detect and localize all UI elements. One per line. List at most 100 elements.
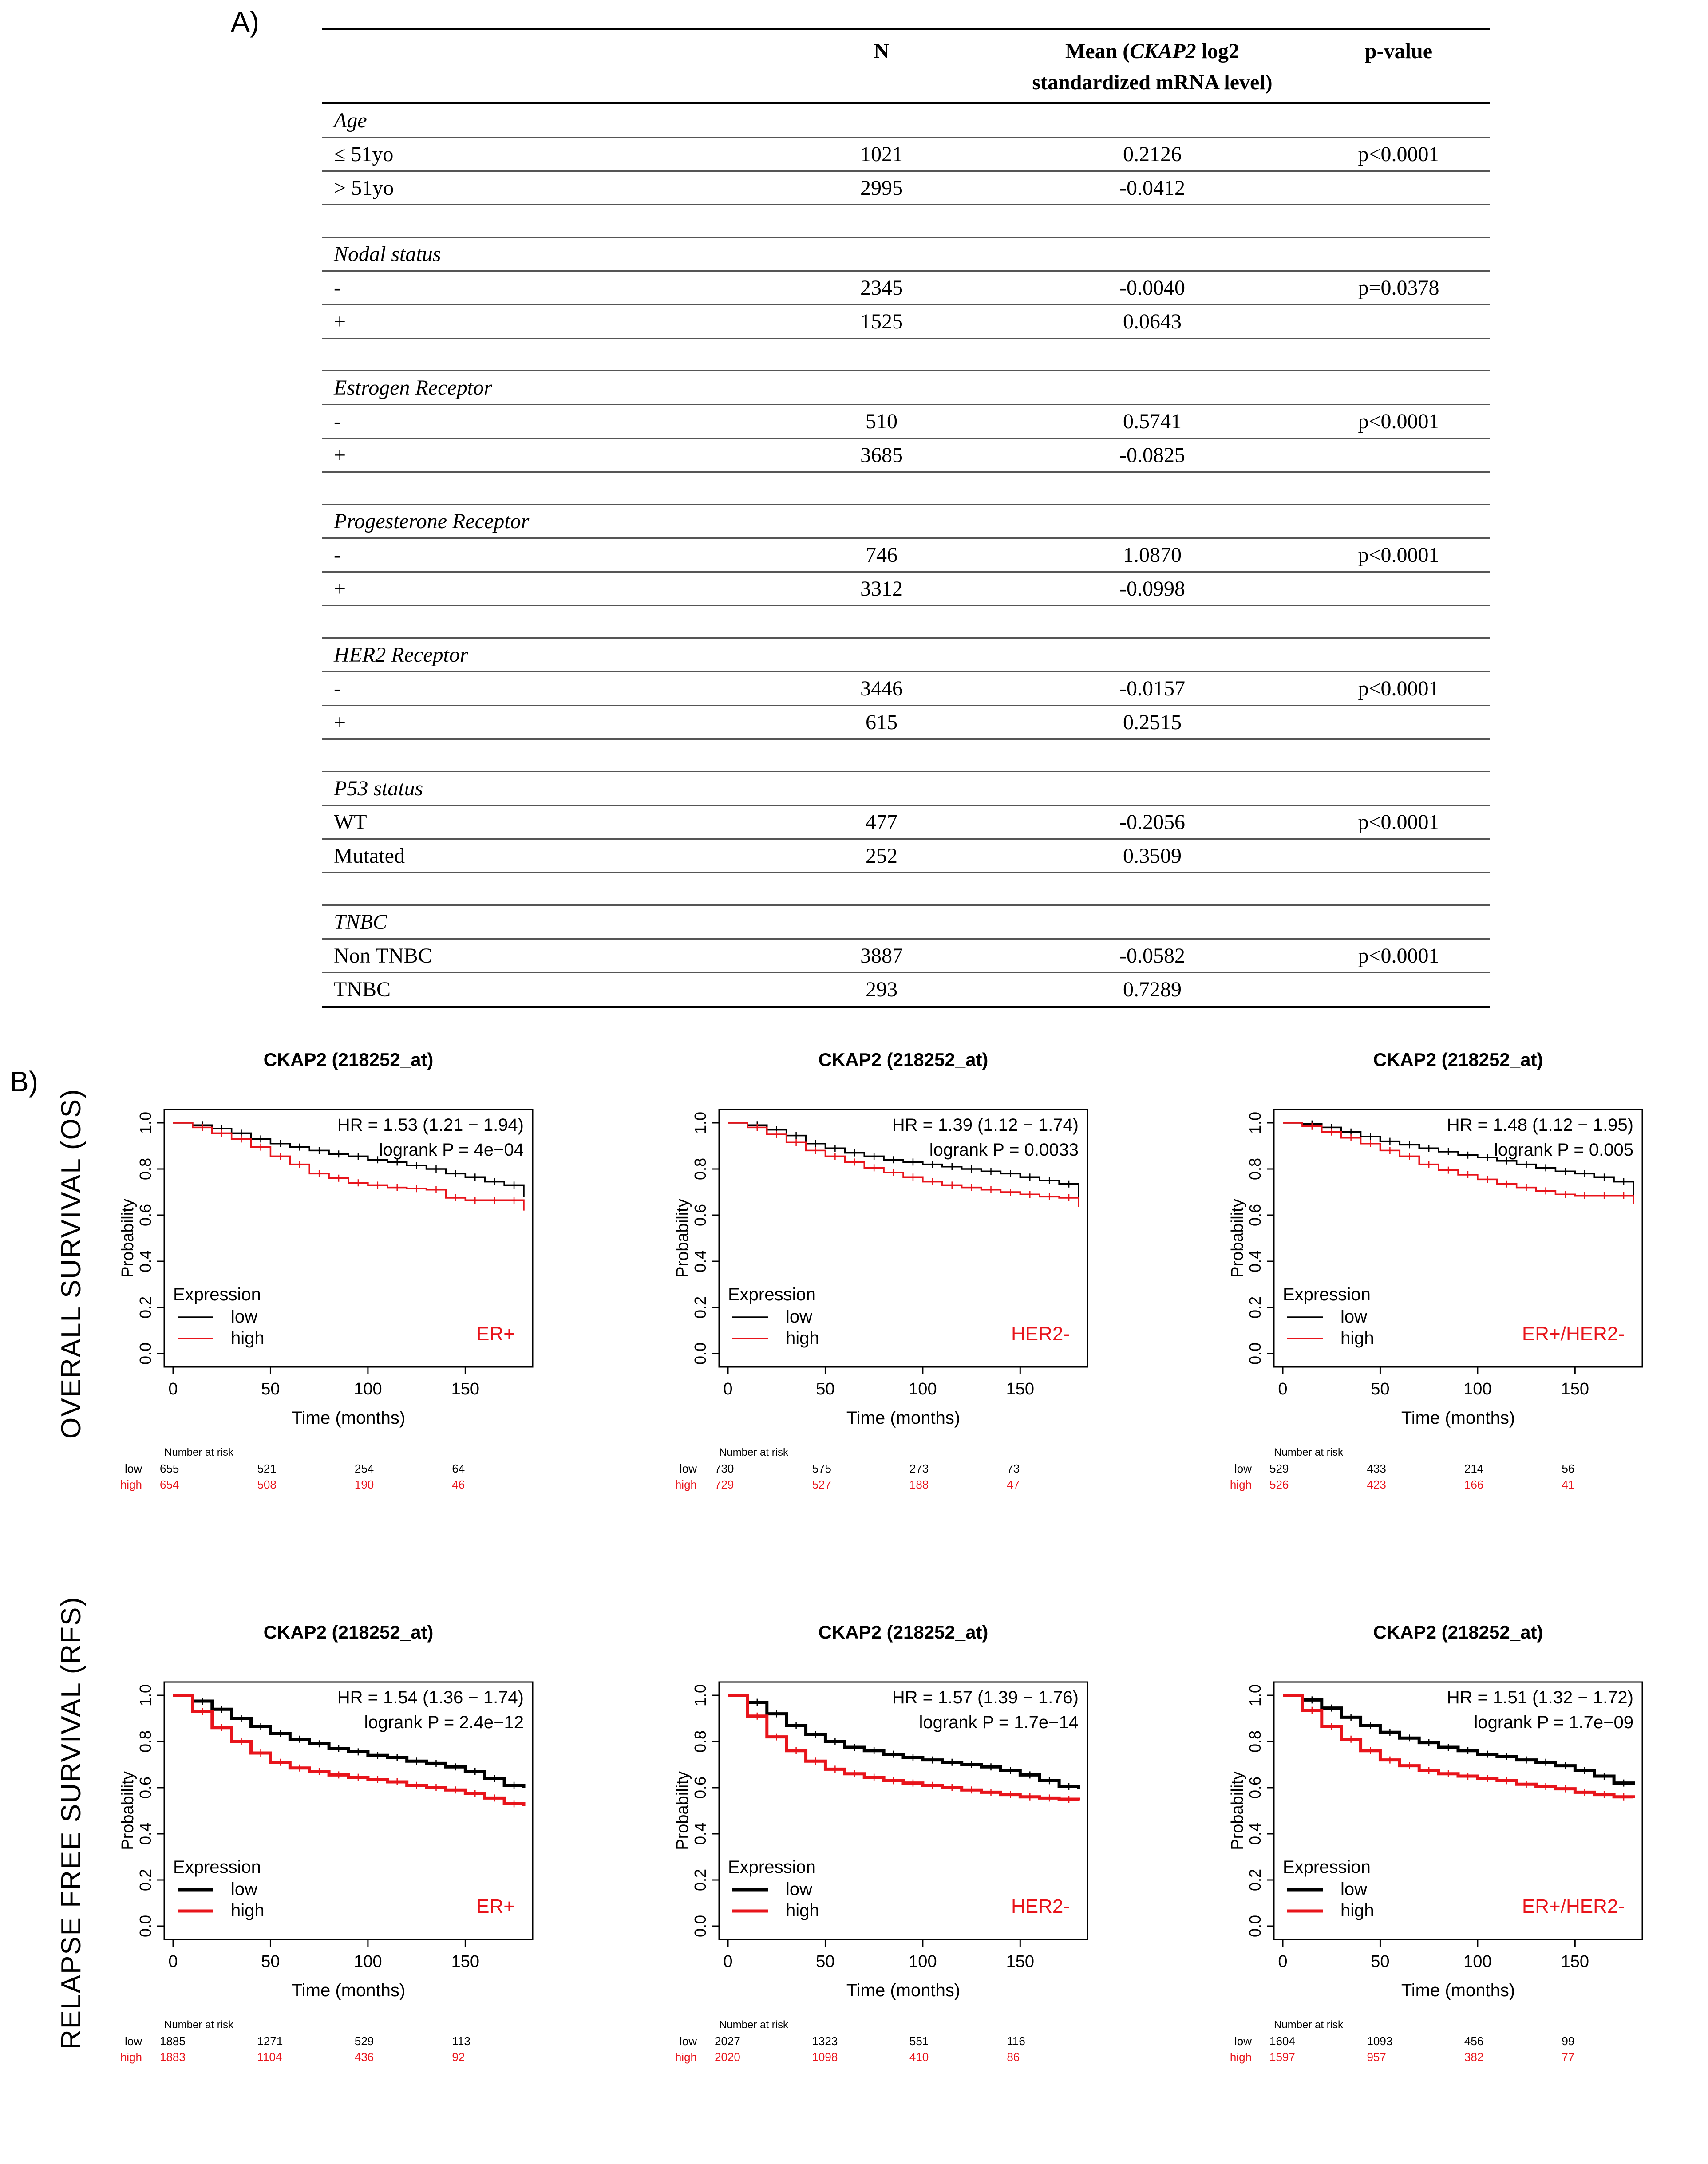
- cell-mean: 0.2515: [997, 705, 1308, 740]
- y-tick-label: 0.8: [691, 1730, 709, 1753]
- spacer-row: [322, 739, 1490, 773]
- risk-value: 1883: [160, 2050, 186, 2064]
- header-p: p-value: [1308, 28, 1490, 105]
- x-tick-label: 150: [1006, 1952, 1034, 1971]
- censor-mark: [1328, 1723, 1335, 1730]
- risk-value: 551: [909, 2034, 929, 2048]
- censor-mark: [968, 1165, 975, 1173]
- censor-mark: [1483, 1154, 1491, 1161]
- logrank-text: logrank P = 4e−04: [379, 1140, 524, 1160]
- censor-mark: [1007, 1767, 1014, 1774]
- censor-mark: [257, 1749, 265, 1757]
- risk-header: Number at risk: [164, 1446, 234, 1458]
- y-tick-label: 0.4: [691, 1250, 709, 1272]
- censor-mark: [1347, 1735, 1355, 1743]
- km-curve-high: [728, 1122, 1079, 1207]
- censor-mark: [851, 1770, 858, 1777]
- table-row: +1525 0.0643: [322, 304, 1490, 340]
- risk-row-label: high: [120, 2050, 142, 2064]
- censor-mark: [792, 1132, 800, 1139]
- legend-label-high: high: [231, 1901, 265, 1920]
- censor-mark: [432, 1784, 440, 1791]
- y-tick-label: 0.8: [136, 1158, 154, 1180]
- censor-mark: [773, 1733, 780, 1741]
- censor-mark: [1445, 1770, 1452, 1777]
- risk-value: 957: [1367, 2050, 1386, 2064]
- risk-value: 382: [1464, 2050, 1483, 2064]
- header-mean: Mean (CKAP2 log2 standardized mRNA level…: [997, 28, 1308, 105]
- censor-mark: [1026, 1191, 1034, 1198]
- censor-mark: [1425, 1739, 1433, 1746]
- y-tick-label: 0.6: [136, 1777, 154, 1799]
- censor-mark: [471, 1768, 479, 1775]
- censor-mark: [1308, 1696, 1316, 1704]
- cell-label: +: [322, 438, 766, 473]
- hr-text: HR = 1.51 (1.32 − 1.72): [1447, 1688, 1633, 1707]
- censor-mark: [987, 1789, 995, 1796]
- risk-value: 1604: [1269, 2034, 1295, 2048]
- y-tick-label: 0.2: [136, 1869, 154, 1891]
- censor-mark: [198, 1124, 206, 1131]
- censor-mark: [753, 1712, 761, 1720]
- censor-mark: [1562, 1168, 1569, 1175]
- y-tick-label: 0.6: [691, 1204, 709, 1226]
- risk-value: 2027: [715, 2034, 740, 2048]
- censor-mark: [1046, 1193, 1053, 1200]
- km-curve-high: [173, 1694, 526, 1806]
- censor-mark: [413, 1757, 420, 1765]
- y-tick-label: 0.6: [1246, 1777, 1264, 1799]
- y-tick-label: 1.0: [136, 1684, 154, 1706]
- censor-mark: [296, 1161, 304, 1168]
- risk-row-label: high: [1230, 1478, 1252, 1491]
- header-mean-suffix: log2: [1196, 39, 1239, 63]
- risk-value: 654: [160, 1478, 179, 1491]
- y-tick-label: 0.0: [136, 1915, 154, 1937]
- table-row: -510 0.5741 p<0.0001: [322, 404, 1490, 439]
- censor-mark: [1046, 1177, 1053, 1184]
- censor-mark: [753, 1698, 761, 1706]
- cell-p: p<0.0001: [1308, 404, 1490, 439]
- censor-mark: [851, 1149, 858, 1157]
- spacer-cell: [322, 205, 1490, 238]
- censor-mark: [1406, 1734, 1413, 1742]
- censor-mark: [335, 1150, 343, 1158]
- header-mean-line2: standardized mRNA level): [1032, 70, 1273, 94]
- plot-frame: [163, 1109, 534, 1368]
- risk-value: 77: [1562, 2050, 1574, 2064]
- censor-mark: [452, 1786, 459, 1794]
- censor-mark: [929, 1756, 936, 1764]
- censor-mark: [890, 1777, 897, 1785]
- risk-value: 529: [355, 2034, 374, 2048]
- cell-label: ≤ 51yo: [322, 137, 766, 172]
- censor-mark: [1581, 1789, 1589, 1796]
- cell-p: p=0.0378: [1308, 271, 1490, 306]
- table-row: +3685 -0.0825: [322, 438, 1490, 473]
- censor-mark: [257, 1135, 265, 1143]
- x-tick-label: 100: [1463, 1380, 1491, 1398]
- risk-row-label: low: [680, 2034, 697, 2048]
- risk-value: 655: [160, 1462, 179, 1475]
- group-header-row: P53 status: [322, 771, 1490, 806]
- cell-mean: 0.7289: [997, 972, 1308, 1009]
- censor-mark: [1308, 1706, 1316, 1714]
- x-axis-label: Time (months): [292, 1408, 405, 1428]
- censor-mark: [316, 1768, 323, 1775]
- censor-mark: [1046, 1794, 1053, 1802]
- x-tick-label: 150: [1561, 1380, 1589, 1398]
- cell-n: 3446: [766, 671, 997, 707]
- censor-mark: [354, 1773, 362, 1781]
- y-tick-label: 0.4: [1246, 1250, 1264, 1272]
- censor-mark: [432, 1165, 440, 1173]
- censor-mark: [987, 1168, 995, 1175]
- risk-value: 2020: [715, 2050, 740, 2064]
- censor-mark: [948, 1758, 956, 1766]
- cell-p: p<0.0001: [1308, 137, 1490, 172]
- y-tick-label: 0.8: [691, 1158, 709, 1180]
- cell-mean: -0.0040: [997, 271, 1308, 306]
- spacer-row: [322, 338, 1490, 372]
- censor-mark: [909, 1754, 917, 1761]
- risk-value: 436: [355, 2050, 374, 2064]
- censor-mark: [1464, 1151, 1471, 1159]
- cell-label: -: [322, 404, 766, 439]
- cell-n: 2995: [766, 171, 997, 206]
